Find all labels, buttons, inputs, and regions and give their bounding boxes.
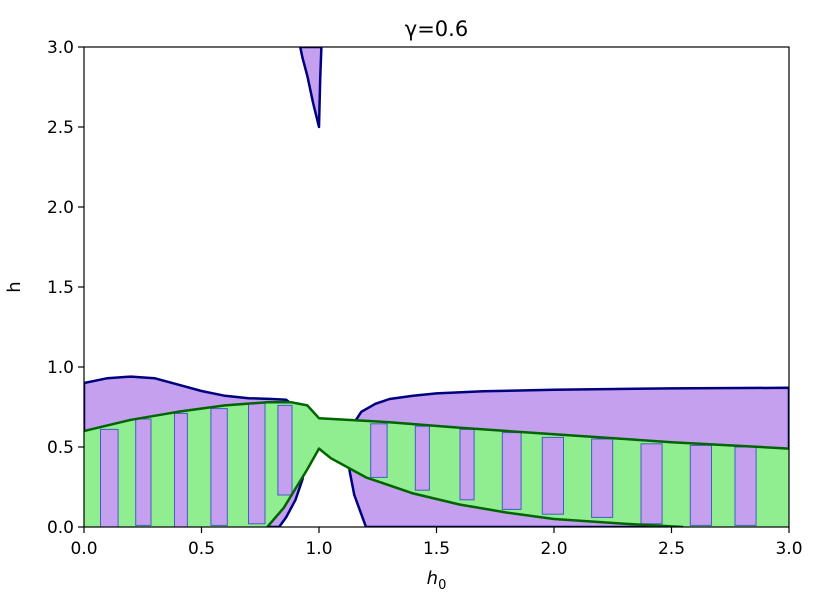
x-tick-label-6: 3.0 (775, 539, 802, 559)
purple-bar-3 (210, 408, 228, 526)
plot-area (84, 47, 789, 527)
x-tick-label-3: 1.5 (423, 539, 450, 559)
y-axis-label: h (4, 281, 25, 292)
green-boundary-0 (84, 400, 789, 450)
purple-bar-7 (414, 425, 430, 491)
purple-bar-4 (248, 402, 266, 525)
y-tick-label-0: 0.0 (47, 518, 74, 538)
purple-bar-0 (100, 428, 119, 527)
purple-bar-6 (370, 423, 388, 478)
purple-bar-5 (277, 404, 293, 496)
y-tick-label-3: 1.5 (47, 278, 74, 298)
chart-title: γ=0.6 (405, 17, 468, 41)
purple-bar-11 (591, 438, 614, 518)
purple-region-1 (298, 47, 323, 129)
x-tick-label-2: 1.0 (305, 539, 332, 559)
green-boundary-1 (266, 447, 684, 527)
y-tick-label-6: 3.0 (47, 38, 74, 58)
x-tick-label-0: 0.0 (70, 539, 97, 559)
purple-bar-12 (640, 443, 663, 525)
x-tick-label-4: 2.0 (540, 539, 567, 559)
purple-bar-10 (541, 436, 564, 515)
x-tick-label-1: 0.5 (188, 539, 215, 559)
purple-bar-2 (174, 412, 188, 527)
y-tick-label-1: 0.5 (47, 438, 74, 458)
y-tick-label-5: 2.5 (47, 118, 74, 138)
x-axis: 0.0 0.5 1.0 1.5 2.0 2.5 3.0 (70, 527, 803, 559)
x-tick-label-5: 2.5 (658, 539, 685, 559)
y-axis: 0.0 0.5 1.0 1.5 2.0 2.5 3.0 (47, 38, 84, 538)
purple-bar-13 (689, 444, 712, 526)
x-axis-label: h0 (427, 568, 447, 593)
purple-bar-14 (734, 446, 757, 526)
purple-bar-1 (135, 418, 152, 526)
y-tick-label-4: 2.0 (47, 198, 74, 218)
purple-bar-8 (459, 428, 475, 501)
purple-bar-9 (501, 432, 522, 510)
y-tick-label-2: 1.0 (47, 358, 74, 378)
